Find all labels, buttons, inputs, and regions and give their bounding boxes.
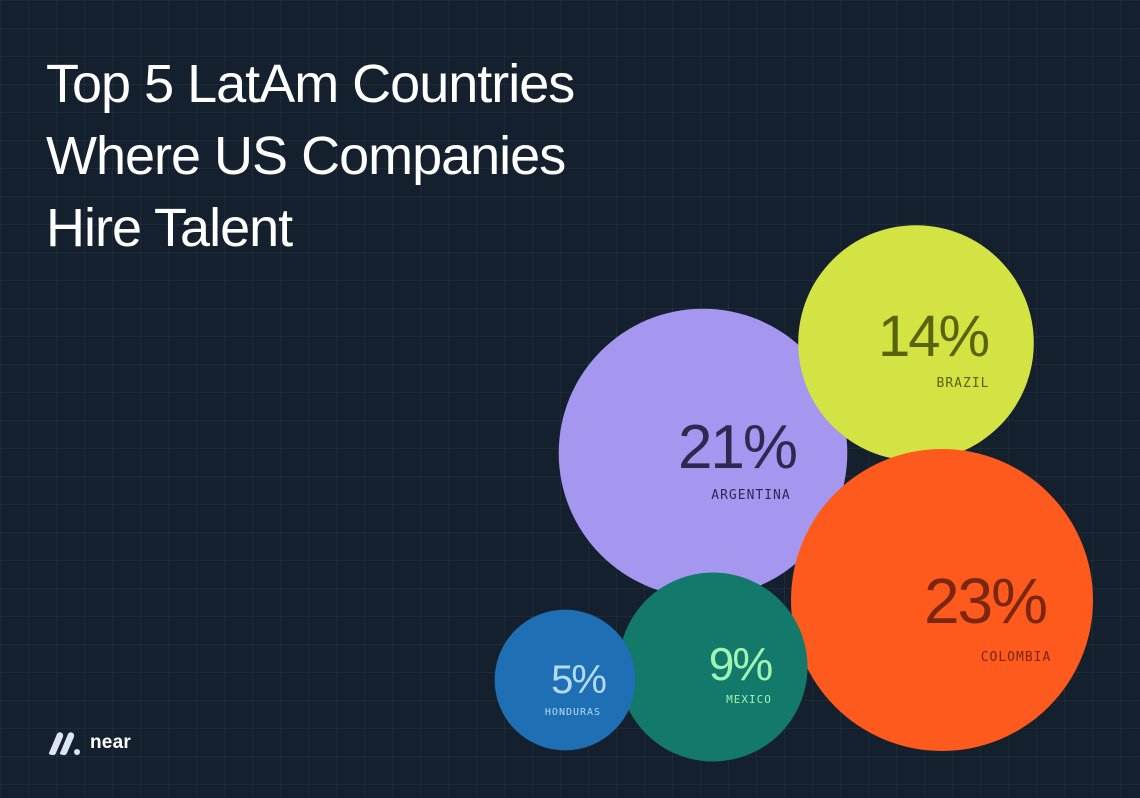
chart-title-line-1: Top 5 LatAm Countries xyxy=(46,54,575,114)
chart-title-line-2: Where US Companies xyxy=(46,126,566,186)
bubble-label-honduras: HONDURAS xyxy=(545,707,601,718)
bubble-label-colombia: COLOMBIA xyxy=(981,650,1052,665)
bubble-circle-honduras xyxy=(494,609,636,751)
bubble-label-brazil: BRAZIL xyxy=(937,376,990,391)
bubble-value-colombia: 23% xyxy=(924,565,1046,637)
bubble-circle-argentina xyxy=(558,308,848,598)
bubble-argentina: 21% ARGENTINA xyxy=(558,308,848,598)
bubble-label-argentina: ARGENTINA xyxy=(711,488,790,503)
chart-title-line-3: Hire Talent xyxy=(46,198,293,258)
near-logo-icon xyxy=(48,732,80,756)
bubble-mexico: 9% MEXICO xyxy=(618,572,808,762)
bubble-circle-colombia xyxy=(791,449,1093,751)
brand-logo: near xyxy=(46,728,131,758)
bubble-honduras: 5% HONDURAS xyxy=(494,609,636,751)
bubble-label-mexico: MEXICO xyxy=(726,693,772,706)
bubble-circle-brazil xyxy=(798,225,1034,461)
brand-name: near xyxy=(90,732,131,753)
bubble-circle-mexico xyxy=(618,572,808,762)
bubble-value-mexico: 9% xyxy=(709,638,773,690)
chart-title: Top 5 LatAm Countries Where US Companies… xyxy=(46,48,746,264)
bubble-value-brazil: 14% xyxy=(878,304,989,369)
bubble-brazil: 14% BRAZIL xyxy=(798,225,1034,461)
bubble-value-argentina: 21% xyxy=(678,413,796,482)
bubble-colombia: 23% COLOMBIA xyxy=(791,449,1093,751)
bubble-value-honduras: 5% xyxy=(551,658,606,702)
